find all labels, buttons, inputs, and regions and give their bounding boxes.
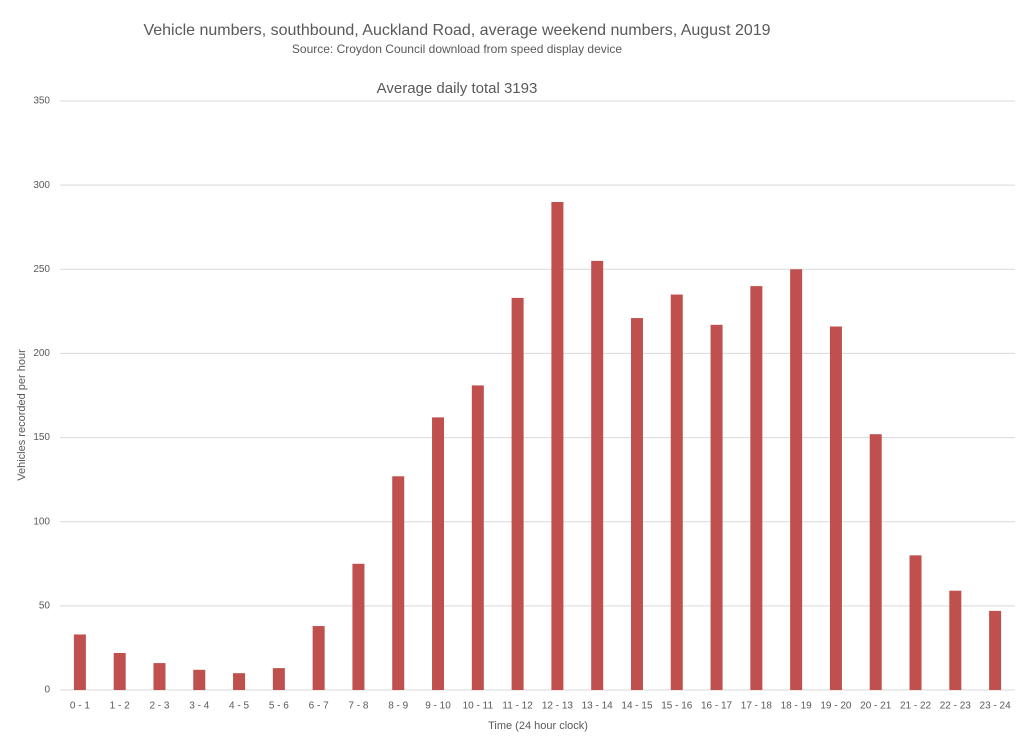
bar — [670, 294, 683, 690]
x-tick-label: 17 - 18 — [741, 701, 773, 712]
bar — [989, 610, 1002, 690]
bar — [511, 297, 524, 690]
bar — [909, 555, 922, 690]
y-tick-label: 0 — [44, 685, 50, 696]
x-tick-label: 19 - 20 — [820, 701, 852, 712]
bar — [352, 563, 365, 690]
y-tick-label: 50 — [39, 600, 51, 611]
x-tick-label: 4 - 5 — [229, 701, 249, 712]
x-tick-label: 13 - 14 — [582, 701, 614, 712]
x-tick-label: 10 - 11 — [463, 701, 494, 712]
y-tick-label: 250 — [33, 264, 50, 275]
x-tick-label: 3 - 4 — [189, 701, 209, 712]
x-tick-label: 21 - 22 — [900, 701, 932, 712]
bar — [750, 286, 763, 690]
bar — [392, 476, 405, 690]
x-tick-label: 15 - 16 — [661, 701, 693, 712]
bar — [193, 669, 206, 690]
bar — [272, 668, 285, 690]
y-tick-label: 300 — [33, 180, 50, 191]
chart-subtitle: Source: Croydon Council download from sp… — [292, 42, 623, 56]
bar — [312, 626, 325, 690]
bar — [949, 590, 962, 690]
bar — [630, 318, 643, 690]
x-tick-label: 9 - 10 — [425, 701, 451, 712]
annotation: Average daily total 3193 — [377, 80, 538, 97]
x-tick-label: 20 - 21 — [860, 701, 892, 712]
bar — [829, 326, 842, 690]
x-tick-label: 8 - 9 — [388, 701, 408, 712]
chart-title: Vehicle numbers, southbound, Auckland Ro… — [143, 22, 770, 39]
x-tick-label: 0 - 1 — [70, 701, 90, 712]
x-axis-label: Time (24 hour clock) — [488, 720, 588, 732]
y-tick-label: 350 — [33, 96, 50, 107]
x-tick-label: 7 - 8 — [348, 701, 368, 712]
bar — [869, 434, 882, 690]
y-tick-label: 100 — [33, 516, 50, 527]
x-tick-label: 1 - 2 — [110, 701, 130, 712]
bar — [432, 417, 445, 690]
bar — [73, 634, 86, 690]
bar — [591, 260, 604, 690]
x-tick-label: 16 - 17 — [701, 701, 733, 712]
x-tick-label: 11 - 12 — [502, 701, 533, 712]
bar — [710, 324, 723, 690]
x-tick-label: 6 - 7 — [309, 701, 329, 712]
x-tick-label: 23 - 24 — [980, 701, 1012, 712]
y-axis-label: Vehicles recorded per hour — [16, 349, 28, 481]
x-tick-label: 12 - 13 — [542, 701, 574, 712]
bar — [471, 385, 484, 690]
bar — [153, 663, 166, 690]
x-tick-label: 2 - 3 — [149, 701, 169, 712]
x-tick-label: 14 - 15 — [621, 701, 653, 712]
bar — [113, 652, 126, 690]
x-tick-label: 18 - 19 — [781, 701, 813, 712]
bar — [551, 201, 564, 690]
x-tick-label: 5 - 6 — [269, 701, 289, 712]
bar — [790, 269, 803, 690]
x-tick-label: 22 - 23 — [940, 701, 972, 712]
bar — [233, 673, 246, 690]
y-tick-label: 200 — [33, 348, 50, 359]
y-tick-label: 150 — [33, 432, 50, 443]
